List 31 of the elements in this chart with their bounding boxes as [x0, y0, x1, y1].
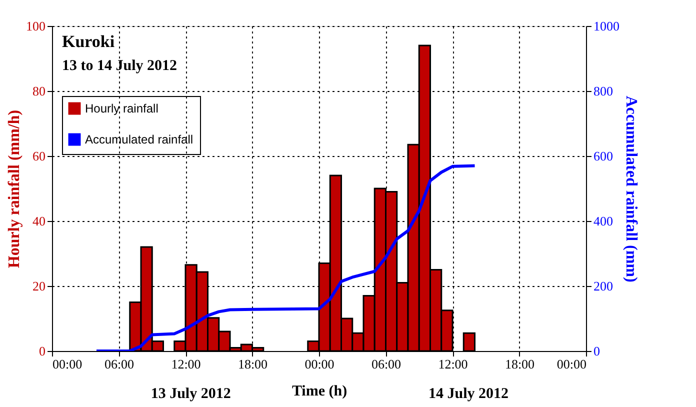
- x-tick-label: 00:00: [52, 356, 82, 372]
- x-tick-label: 12:00: [438, 356, 468, 372]
- y2-axis-title: Accumulated rainfall (mm): [622, 96, 640, 282]
- y2-tick-label: 200: [594, 278, 613, 294]
- x-tick-label: 06:00: [104, 356, 134, 372]
- x-axis-title: Time (h): [292, 384, 348, 400]
- y-tick-label: 20: [32, 278, 46, 294]
- chart-title: Kuroki: [62, 32, 115, 51]
- line-series: [95, 164, 476, 351]
- y-axis-title: Hourly rainfall (mm/h): [6, 110, 23, 268]
- y2-tick-label: 0: [594, 344, 600, 358]
- y-tick-label: 80: [32, 84, 46, 98]
- text: 14 July 2012: [428, 386, 509, 402]
- x-tick-label: 18:00: [238, 356, 268, 372]
- y2-tick-label: 400: [594, 214, 613, 228]
- x-tick-label: 00:00: [304, 356, 334, 372]
- y2-tick-label: 800: [594, 84, 613, 98]
- y-tick-label: 60: [32, 148, 46, 164]
- y-tick-label: 100: [26, 18, 46, 34]
- x-tick-label: 00:00: [556, 356, 586, 372]
- y-tick-label: 40: [32, 214, 46, 228]
- x-tick-label: 18:00: [504, 356, 535, 372]
- text: 13 July 2012: [150, 386, 231, 402]
- y2-tick-label: 1000: [594, 18, 620, 34]
- x-tick-label: 12:00: [171, 356, 201, 372]
- text: 13 to 14 July 2012: [62, 58, 178, 74]
- y2-tick-label: 600: [594, 148, 613, 164]
- legend-label: Accumulated rainfall: [85, 132, 194, 146]
- legend-label: Hourly rainfall: [85, 102, 158, 116]
- x-tick-label: 06:00: [371, 356, 402, 372]
- y-tick-label: 0: [39, 344, 46, 358]
